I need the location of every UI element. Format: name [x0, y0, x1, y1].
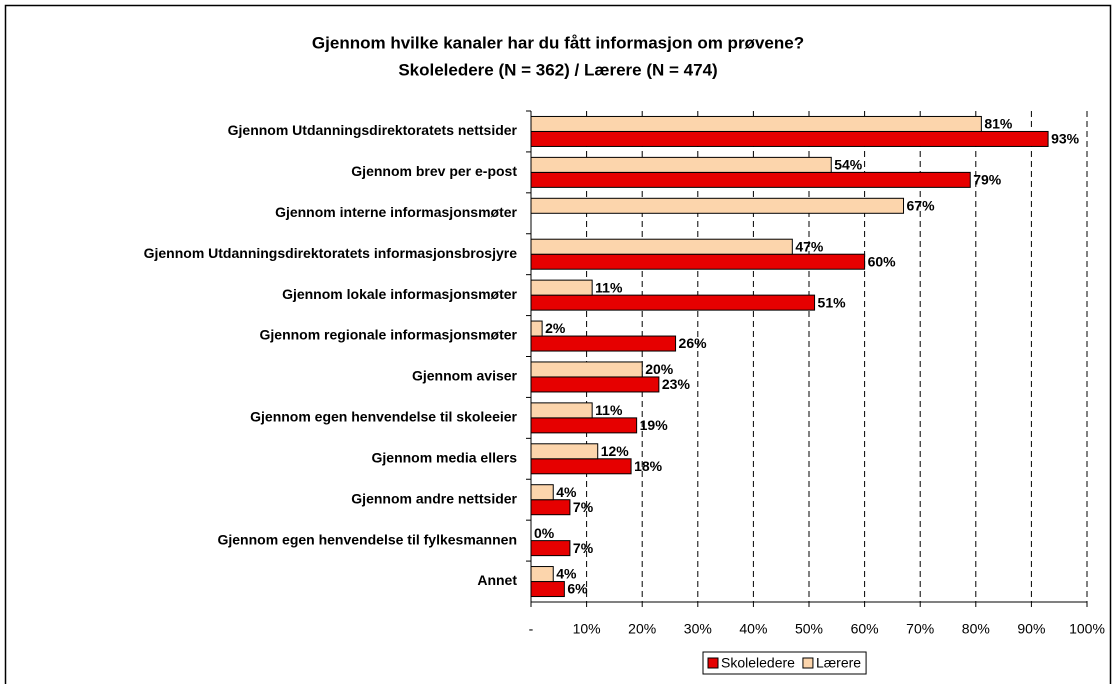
value-label: 20% — [645, 361, 674, 377]
bar — [530, 335, 677, 352]
bar — [530, 458, 632, 475]
bar — [530, 279, 593, 296]
value-label: 79% — [973, 172, 1002, 188]
value-label: 54% — [834, 157, 863, 173]
x-tick-label: 70% — [906, 621, 934, 637]
y-tick-label: Gjennom Utdanningsdirektoratets nettside… — [228, 122, 518, 138]
value-label: 18% — [634, 458, 663, 474]
bar — [530, 238, 793, 255]
bar — [530, 130, 1049, 147]
legend-swatch — [802, 657, 814, 669]
value-label: 23% — [662, 376, 691, 392]
value-label: 60% — [868, 253, 897, 269]
x-tick-label: 100% — [1069, 621, 1105, 637]
value-label: 6% — [567, 581, 588, 597]
legend: Skoleledere Lærere — [702, 651, 867, 675]
bar — [530, 171, 971, 188]
x-tick-label: 20% — [628, 621, 656, 637]
legend-label: Skoleledere — [721, 655, 795, 671]
x-tick-label: 30% — [684, 621, 712, 637]
bar — [530, 540, 571, 557]
y-tick-label: Gjennom egen henvendelse til fylkesmanne… — [217, 531, 517, 547]
bar — [530, 253, 866, 270]
value-label: 93% — [1051, 131, 1080, 147]
value-label: 19% — [640, 417, 669, 433]
legend-label: Lærere — [816, 655, 861, 671]
bar — [530, 376, 660, 393]
value-label: 26% — [679, 335, 708, 351]
y-tick-label: Gjennom brev per e-post — [351, 163, 517, 179]
value-label: 4% — [556, 484, 577, 500]
bar — [530, 361, 643, 378]
y-tick-label: Gjennom lokale informasjonsmøter — [282, 286, 517, 302]
y-tick-label: Gjennom media ellers — [372, 449, 518, 465]
value-label: 12% — [601, 443, 630, 459]
bar — [530, 294, 816, 311]
value-label: 4% — [556, 566, 577, 582]
bar — [530, 115, 982, 132]
value-label: 81% — [984, 116, 1013, 132]
value-label: 11% — [595, 279, 623, 295]
bar — [530, 417, 638, 434]
chart-title: Gjennom hvilke kanaler har du fått infor… — [312, 33, 804, 52]
x-tick-label: 40% — [739, 621, 767, 637]
bar — [530, 402, 593, 419]
bar — [530, 197, 905, 214]
value-label: 2% — [545, 320, 566, 336]
x-tick-label: - — [529, 621, 534, 637]
legend-box — [702, 651, 867, 675]
bar — [530, 484, 554, 501]
y-tick-label: Gjennom regionale informasjonsmøter — [260, 327, 518, 343]
value-label: 51% — [818, 294, 847, 310]
value-label: 0% — [534, 525, 555, 541]
bar — [530, 443, 599, 460]
value-label: 7% — [573, 540, 594, 556]
y-tick-label: Gjennom Utdanningsdirektoratets informas… — [144, 245, 518, 261]
y-tick-label: Gjennom interne informasjonsmøter — [275, 204, 517, 220]
y-tick-label: Gjennom aviser — [412, 368, 518, 384]
chart-subtitle: Skoleledere (N = 362) / Lærere (N = 474) — [398, 60, 717, 79]
x-tick-label: 80% — [962, 621, 990, 637]
bar — [530, 566, 554, 583]
bar — [530, 499, 571, 516]
x-tick-label: 50% — [795, 621, 823, 637]
value-label: 67% — [907, 197, 936, 213]
legend-swatch — [707, 657, 719, 669]
y-tick-label: Gjennom andre nettsider — [351, 490, 517, 506]
y-tick-label: Gjennom egen henvendelse til skoleeier — [250, 409, 517, 425]
x-tick-label: 10% — [573, 621, 601, 637]
value-label: 7% — [573, 499, 594, 515]
y-tick-label: Annet — [477, 572, 517, 588]
bar — [530, 581, 565, 598]
bar — [530, 156, 832, 173]
bar — [530, 320, 543, 337]
x-tick-label: 90% — [1017, 621, 1045, 637]
value-label: 47% — [795, 238, 824, 254]
x-tick-label: 60% — [851, 621, 879, 637]
value-label: 11% — [595, 402, 623, 418]
